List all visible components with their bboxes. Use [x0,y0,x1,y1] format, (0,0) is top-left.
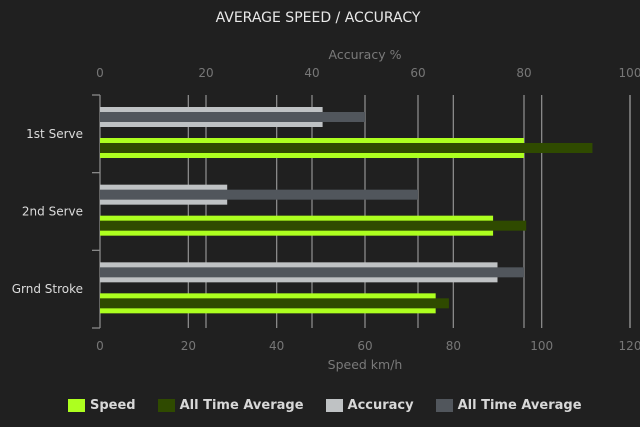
legend-swatch [68,399,85,412]
legend-label: Accuracy [347,398,414,413]
legend: Speed All Time Average Accuracy All Time Av… [68,398,604,413]
top-tick-label: 80 [516,66,531,80]
category-label: 1st Serve [26,127,83,141]
bottom-tick-label: 0 [96,339,104,353]
top-tick-label: 20 [198,66,213,80]
bar-speed-all-time-average [100,298,449,309]
legend-item: Speed [68,398,136,413]
legend-label: All Time Average [179,398,304,413]
legend-item: All Time Average [157,398,304,413]
legend-label: Speed [90,398,136,413]
category-label: Grnd Stroke [12,282,83,296]
bar-accuracy-all-time-average [100,112,365,122]
top-tick-label: 100 [619,66,640,80]
bottom-tick-label: 20 [181,339,196,353]
bar-accuracy-all-time-average [100,189,418,200]
legend-swatch [435,399,453,412]
category-label: 2nd Serve [22,205,83,219]
bar-speed-all-time-average [100,143,593,153]
top-tick-label: 40 [304,66,319,80]
bottom-tick-label: 60 [357,339,372,353]
bar-accuracy-all-time-average [100,267,524,278]
legend-item: All Time Average [435,398,582,413]
legend-swatch [157,399,175,412]
chart-title: AVERAGE SPEED / ACCURACY [216,10,421,26]
legend-item: Accuracy [325,398,414,413]
top-axis-label: Accuracy % [329,47,402,62]
top-tick-label: 60 [410,66,425,80]
bottom-tick-label: 80 [446,339,461,353]
top-tick-label: 0 [96,66,104,80]
legend-swatch [325,399,343,412]
legend-label: All Time Average [457,398,582,413]
bar-speed-all-time-average [100,220,527,231]
bottom-tick-label: 120 [619,339,640,353]
bottom-axis-label: Speed km/h [328,357,403,372]
bottom-tick-label: 100 [530,339,553,353]
bottom-tick-label: 40 [269,339,284,353]
